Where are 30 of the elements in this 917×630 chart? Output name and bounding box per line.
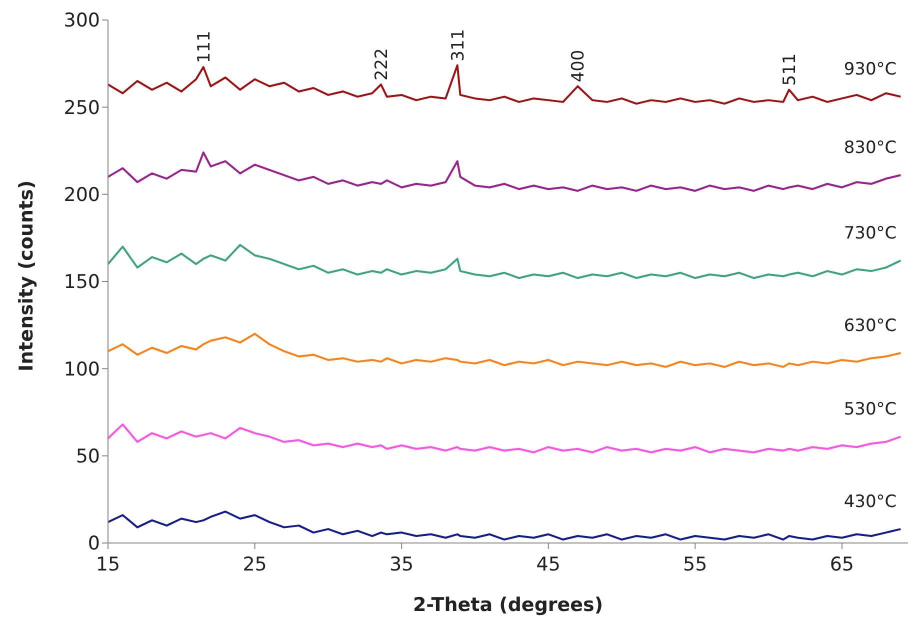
x-tick-label: 25 [242,553,267,576]
line-series [108,244,902,280]
x-tick-label: 55 [683,553,708,576]
line-series [108,510,902,541]
series-label: 930°C [844,60,897,80]
x-tick-label: 15 [96,553,120,576]
annotation: 111 [194,30,214,64]
line-series [108,423,902,454]
x-tick-label: 45 [536,553,560,576]
series-label: 530°C [844,400,897,420]
annotation: 511 [780,53,800,86]
series-label: 430°C [844,492,897,512]
y-tick-label: 0 [88,532,100,555]
y-tick-label: 200 [64,184,100,206]
x-tick-label: 35 [389,553,414,576]
line-series [108,332,902,368]
series-label: 630°C [844,316,897,336]
annotation: 400 [568,50,589,82]
series-label: 830°C [844,138,897,158]
y-tick-label: 300 [64,10,100,32]
annotation: 311 [448,28,468,62]
annotation: 222 [372,48,392,81]
x-tick-label: 65 [830,553,854,576]
y-tick-label: 100 [64,358,100,380]
y-axis-title: Intensity (counts) [16,180,38,372]
y-tick-label: 250 [64,96,100,119]
series-label: 730°C [844,224,897,244]
x-axis-title: 2-Theta (degrees) [412,594,604,616]
y-tick-label: 50 [76,446,100,468]
y-tick-label: 150 [64,271,100,294]
